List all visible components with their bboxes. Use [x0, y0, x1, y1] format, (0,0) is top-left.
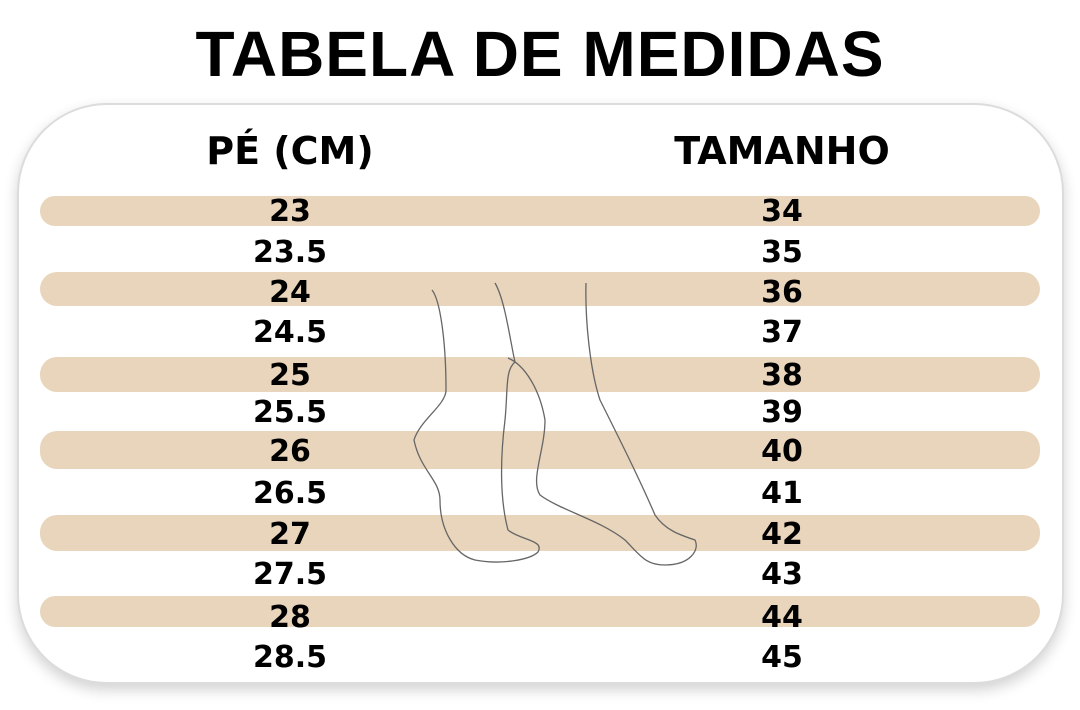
size-cell: 45	[761, 640, 803, 675]
size-cell: 40	[761, 434, 803, 469]
header-foot-cm: PÉ (CM)	[206, 129, 374, 173]
foot-cm-cell: 24.5	[252, 315, 328, 350]
stripe	[40, 515, 1040, 551]
foot-cm-cell: 27	[269, 517, 311, 552]
stripe	[40, 431, 1040, 469]
size-cell: 36	[761, 275, 803, 310]
size-cell: 34	[761, 194, 803, 229]
foot-cm-cell: 28.5	[252, 640, 328, 675]
page-title: TABELA DE MEDIDAS	[195, 18, 885, 90]
foot-cm-cell: 27.5	[252, 557, 328, 592]
stripe	[40, 357, 1040, 392]
stripe	[40, 272, 1040, 306]
foot-cm-cell: 23.5	[252, 235, 328, 270]
foot-cm-cell: 26	[269, 434, 311, 469]
stripe	[40, 596, 1040, 627]
size-cell: 37	[761, 315, 803, 350]
size-cell: 43	[761, 557, 803, 592]
size-cell: 44	[761, 600, 803, 635]
foot-cm-cell: 28	[269, 600, 311, 635]
size-cell: 42	[761, 517, 803, 552]
foot-cm-cell: 23	[269, 194, 311, 229]
foot-cm-cell: 25.5	[252, 395, 328, 430]
header-size: TAMANHO	[674, 129, 890, 173]
size-cell: 39	[761, 395, 803, 430]
foot-cm-cell: 25	[269, 358, 311, 393]
foot-cm-cell: 26.5	[252, 476, 328, 511]
size-cell: 35	[761, 235, 803, 270]
size-cell: 41	[761, 476, 803, 511]
size-cell: 38	[761, 358, 803, 393]
foot-cm-cell: 24	[269, 275, 311, 310]
stripe	[40, 196, 1040, 226]
